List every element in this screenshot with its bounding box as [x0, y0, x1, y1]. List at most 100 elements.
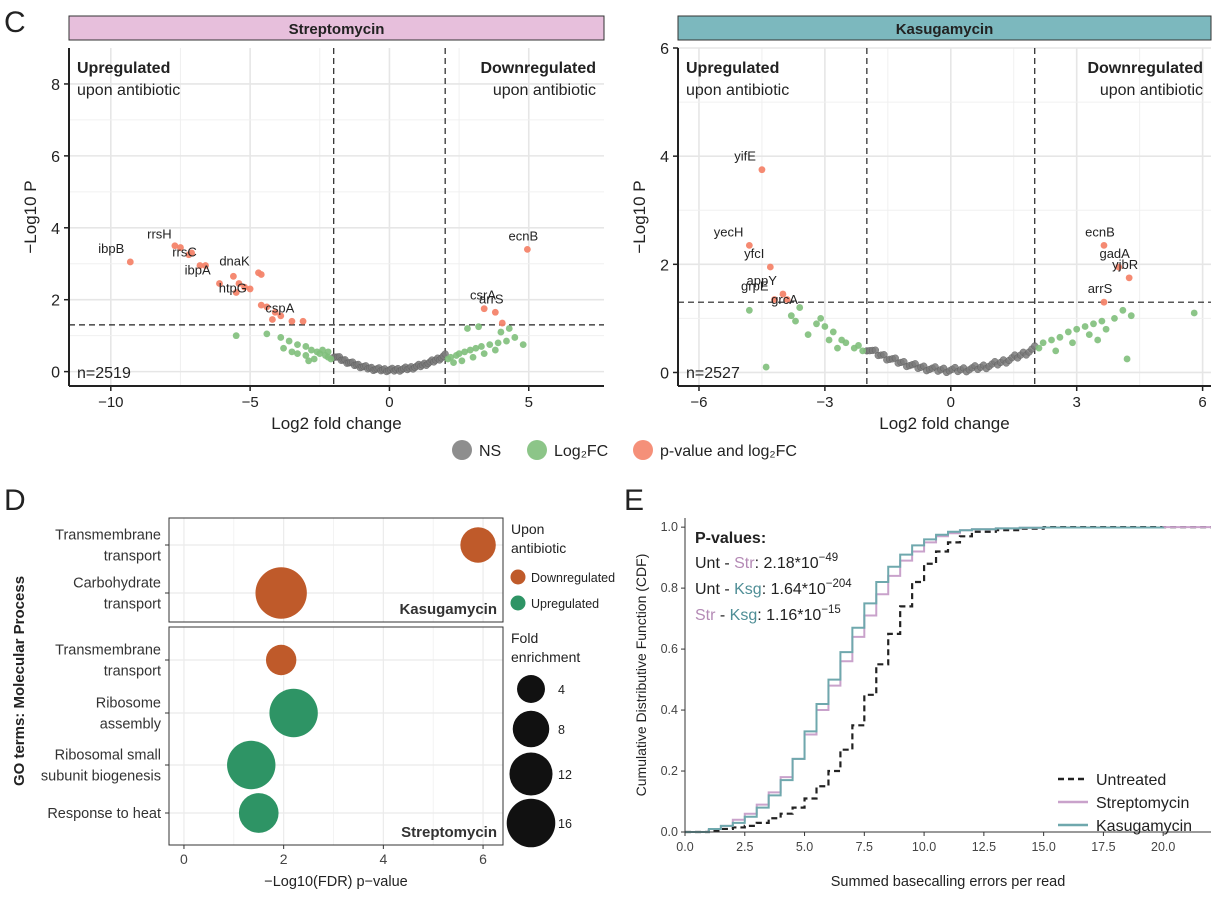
point-log2fc — [491, 346, 499, 354]
chart-title: Streptomycin — [289, 21, 385, 38]
pvalue-sep: - — [720, 555, 734, 572]
point-log2fc — [834, 344, 841, 352]
bubble-down — [255, 567, 307, 619]
point-significant — [1115, 263, 1123, 271]
bubble-up — [269, 688, 318, 738]
pvalue-value: : 2.18*10 — [755, 555, 819, 572]
y-tick-label: 0.4 — [661, 703, 678, 717]
point-log2fc — [1035, 344, 1043, 352]
go-term-label: Carbohydrate — [73, 576, 161, 592]
point-log2fc — [466, 346, 474, 354]
legend-color-swatch — [510, 569, 526, 585]
x-tick-label: 15.0 — [1031, 840, 1055, 854]
gene-label: ibpA — [185, 263, 211, 278]
gene-label: grcA — [771, 292, 798, 307]
panel-label-e: E — [624, 484, 644, 517]
point-log2fc — [855, 342, 862, 349]
bubble-down — [460, 527, 496, 563]
series-line-untreated — [685, 526, 1211, 834]
go-term-label: transport — [104, 597, 161, 613]
x-tick-label: 7.5 — [856, 840, 873, 854]
point-log2fc — [1123, 355, 1131, 363]
point-log2fc — [1090, 320, 1097, 328]
annotation-down-title: Downregulated — [1087, 60, 1203, 77]
pvalue-sep: - — [715, 607, 729, 624]
y-axis-title: GO terms: Molecular Process — [11, 576, 28, 786]
point-significant — [235, 280, 243, 287]
point-log2fc — [745, 306, 753, 314]
point-log2fc — [1048, 336, 1055, 344]
point-log2fc — [450, 359, 457, 367]
point-log2fc — [480, 350, 488, 358]
chart-title: Kasugamycin — [896, 21, 994, 38]
point-log2fc — [1081, 323, 1089, 330]
pvalue-group-b: Ksg — [730, 607, 758, 624]
annotation-down-title: Downregulated — [480, 60, 596, 77]
pvalue-value: : 1.16*10 — [757, 607, 821, 624]
gene-label: yjbR — [1112, 257, 1138, 272]
legend-swatch-sig — [633, 440, 653, 460]
point-significant — [126, 258, 134, 266]
legend-label-sig: p-value and log₂FC — [660, 443, 797, 460]
point-log2fc — [1127, 312, 1135, 320]
point-significant — [196, 262, 204, 269]
point-significant — [263, 303, 271, 311]
n-count: n=2519 — [77, 365, 131, 382]
point-log2fc — [1064, 328, 1072, 336]
x-axis-title: Summed basecalling errors per read — [831, 874, 1066, 890]
pvalue-exponent: −49 — [819, 552, 839, 564]
point-significant — [232, 289, 240, 296]
y-tick-label: 6 — [51, 149, 60, 166]
point-significant — [202, 262, 209, 269]
gene-label: ecnB — [1085, 224, 1115, 239]
point-log2fc — [1052, 347, 1060, 355]
x-tick-label: 10.0 — [912, 840, 936, 854]
point-log2fc — [280, 344, 287, 352]
y-tick-label: 2 — [660, 257, 669, 274]
y-tick-label: 0.8 — [661, 581, 678, 595]
point-log2fc — [475, 323, 483, 331]
n-count: n=2527 — [686, 365, 740, 382]
annotation-up-title: Upregulated — [77, 60, 170, 77]
annotation-up-sub: upon antibiotic — [77, 82, 180, 99]
legend-size-label: 12 — [558, 768, 572, 782]
pvalue-row: Str - Ksg: 1.16*10−15 — [695, 604, 841, 624]
legend-color-title: antibiotic — [511, 540, 566, 556]
x-tick-label: 0 — [947, 394, 955, 411]
point-log2fc — [455, 350, 463, 358]
point-log2fc — [305, 357, 313, 365]
point-log2fc — [294, 341, 301, 349]
gene-label: grpE — [741, 278, 769, 293]
x-tick-label: 3 — [1073, 394, 1081, 411]
facet-border — [168, 626, 504, 846]
point-log2fc — [232, 332, 240, 340]
gene-label: yfcI — [744, 246, 764, 261]
facet-border — [168, 517, 504, 623]
x-tick-label: 6 — [479, 851, 487, 867]
x-tick-label: 0 — [180, 851, 188, 867]
point-log2fc — [294, 350, 301, 358]
x-axis-title: −Log10(FDR) p−value — [264, 874, 407, 890]
point-significant — [783, 296, 791, 303]
legend-color-label: Downregulated — [531, 571, 615, 585]
annotation-down-sub: upon antibiotic — [493, 82, 596, 99]
point-significant — [480, 305, 488, 313]
point-log2fc — [1085, 331, 1093, 339]
point-log2fc — [1039, 339, 1047, 347]
legend-size-label: 4 — [558, 683, 565, 697]
x-tick-label: −3 — [816, 394, 833, 411]
point-significant — [299, 317, 307, 325]
y-tick-label: 0 — [51, 365, 60, 382]
point-log2fc — [472, 344, 480, 352]
point-log2fc — [505, 325, 513, 332]
go-term-label: Transmembrane — [55, 528, 161, 544]
pvalue-row: Unt - Str: 2.18*10−49 — [695, 552, 838, 572]
x-tick-label: −6 — [690, 394, 707, 411]
panel-label-d: D — [4, 484, 26, 517]
point-significant — [1100, 298, 1108, 306]
legend-size-label: 8 — [558, 723, 565, 737]
point-log2fc — [302, 352, 310, 359]
legend-color-label: Upregulated — [531, 597, 599, 611]
point-significant — [216, 280, 223, 287]
